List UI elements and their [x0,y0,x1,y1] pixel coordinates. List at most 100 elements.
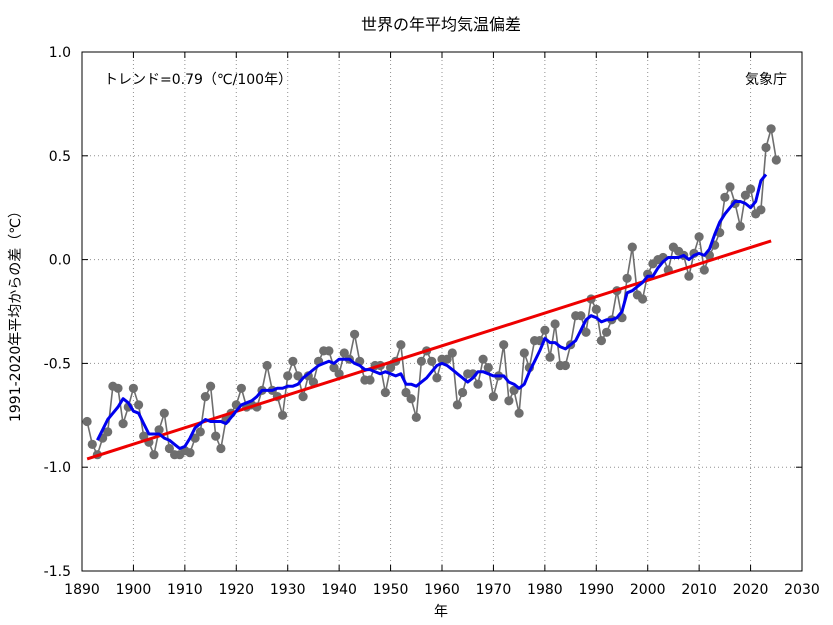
annual-anomaly-point [298,392,308,402]
x-tick-label: 1950 [373,582,409,598]
grid-lines [82,52,802,571]
trend-line [86,239,772,461]
annual-anomaly-point [113,383,123,393]
axis-ticks [81,51,803,572]
annual-anomaly-point [447,348,457,358]
chart-title: 世界の年平均気温偏差 [361,15,521,34]
annual-anomaly-line [86,128,778,458]
x-tick-label: 1970 [476,582,512,598]
y-tick-label: 1.0 [49,45,71,61]
annual-anomaly-point [149,450,159,460]
annual-anomaly-point [416,356,426,366]
annual-anomaly-point [591,304,601,314]
annual-anomaly-point [103,427,113,437]
annual-anomaly-point [293,371,303,381]
annual-anomaly-point [725,182,735,192]
annual-anomaly-point [694,232,704,242]
x-tick-label: 1890 [64,582,100,598]
annual-anomaly-point [82,416,92,427]
annual-anomaly-point [550,319,560,329]
annual-anomaly-point [159,408,169,418]
annual-anomaly-point [278,410,288,420]
annual-anomaly-point [185,448,195,458]
annual-anomaly-point [602,327,612,337]
annual-anomaly-point [211,431,221,441]
annual-anomaly-point [560,360,571,371]
x-tick-label: 2010 [681,582,717,598]
annual-anomaly-point [329,363,339,373]
y-tick-label: -1.0 [44,460,71,476]
annual-anomaly-point [339,348,349,358]
annual-anomaly-point [283,371,293,381]
annual-anomaly-point [499,340,509,350]
annual-anomaly-point [627,242,637,252]
x-tick-label: 2030 [784,582,820,598]
annual-anomaly-point [684,271,694,281]
x-tick-label: 1960 [424,582,460,598]
annual-anomaly-point [334,369,344,379]
annual-anomaly-point [365,375,375,385]
annual-anomaly-point [504,396,514,406]
series-layer [82,124,781,461]
trend-annotation: トレンド=0.79（℃/100年） [104,72,292,88]
annual-anomaly-point [154,425,164,435]
annual-anomaly-point [350,329,360,339]
x-tick-label: 2020 [733,582,769,598]
x-tick-labels: 1890 1900 1910 1920 1930 1940 1950 1960 1970 1980… [64,582,820,598]
annual-anomaly-point [740,190,751,200]
annual-anomaly-point [195,427,205,437]
annual-anomaly-point [488,392,498,402]
annual-anomaly-point [216,443,226,454]
x-axis-label: 年 [434,604,448,620]
annual-anomaly-point [540,325,550,335]
annual-anomaly-point [118,419,128,429]
annual-anomaly-point [236,383,246,393]
moving-average-line [96,173,768,450]
annual-anomaly-point [514,408,524,418]
annual-anomaly-point [308,377,318,387]
annual-anomaly-point [432,373,442,383]
y-tick-label: 0.0 [49,253,71,269]
x-tick-label: 1920 [218,582,254,598]
annual-anomaly-point [483,363,493,373]
annual-anomaly-point [406,394,416,404]
annual-anomaly-point [576,311,586,321]
x-tick-label: 1980 [527,582,563,598]
annual-anomaly-point [622,273,632,283]
annual-anomaly-point [427,356,437,366]
annual-anomaly-point [452,400,462,410]
annual-anomaly-point [756,205,766,215]
annual-anomaly-point [638,294,648,304]
x-tick-label: 1910 [167,582,203,598]
annual-anomaly-point [545,352,555,362]
y-tick-label: -1.5 [44,564,71,580]
y-tick-labels: -1.5 -1.0 -0.5 0.0 0.5 1.0 [44,45,71,580]
annual-anomaly-point [519,348,529,358]
annual-anomaly-point [288,356,298,366]
source-label: 気象庁 [745,72,787,88]
annual-anomaly-point [473,379,483,389]
annual-anomaly-point [206,381,216,391]
x-tick-label: 1930 [270,582,306,598]
annual-anomaly-point [442,354,452,364]
y-axis-label: 1991-2020年平均からの差（℃） [8,204,24,422]
x-tick-label: 2000 [630,582,666,598]
y-tick-label: 0.5 [49,149,71,165]
annual-anomaly-point [746,184,756,194]
annual-anomaly-point [478,354,488,364]
x-tick-label: 1940 [321,582,357,598]
annual-anomaly-point [771,155,781,165]
annual-anomaly-point [735,221,745,231]
annual-anomaly-point [581,327,591,337]
annual-anomaly-point [720,192,730,202]
y-tick-label: -0.5 [44,356,71,372]
x-tick-label: 1990 [578,582,614,598]
x-tick-label: 1900 [116,582,152,598]
annual-anomaly-point [200,392,210,402]
annual-anomaly-point [134,400,144,410]
annual-anomaly-point [87,439,97,449]
annual-anomaly-point [411,412,421,422]
annual-anomaly-point [139,431,149,441]
annual-anomaly-point [380,387,390,398]
